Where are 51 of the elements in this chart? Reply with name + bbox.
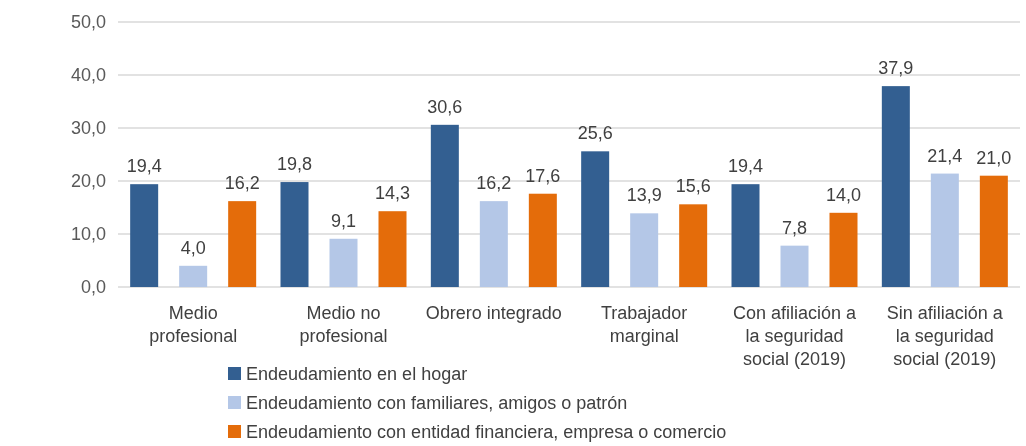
- data-label: 25,6: [577, 123, 613, 144]
- data-label: 37,9: [878, 58, 914, 79]
- data-label: 19,4: [126, 156, 162, 177]
- bar: [130, 184, 159, 287]
- x-tick-label: Sin afiliación a la seguridad social (2019): [886, 303, 1004, 369]
- bar: [280, 182, 309, 287]
- bar: [630, 213, 659, 287]
- bar: [528, 193, 557, 287]
- y-tick-label: 30,0: [70, 118, 106, 139]
- bar: [881, 86, 910, 287]
- legend-label: Endeudamiento con familiares, amigos o patrón: [246, 393, 628, 414]
- data-label: 9,1: [330, 210, 357, 231]
- bar: [228, 201, 257, 287]
- data-label: 21,0: [976, 147, 1012, 168]
- data-label: 15,6: [675, 176, 711, 197]
- bar: [979, 175, 1008, 287]
- data-label: 16,2: [476, 173, 512, 194]
- legend-label: Endeudamiento con entidad financiera, empresa o comercio: [246, 422, 727, 443]
- data-label: 19,8: [276, 154, 313, 175]
- data-label: 21,4: [927, 145, 963, 166]
- data-label: 19,4: [727, 156, 764, 177]
- data-label: 7,8: [781, 217, 808, 238]
- x-tick-label: Trabajador marginal: [600, 303, 688, 346]
- bar: [930, 173, 959, 287]
- y-tick-label: 20,0: [70, 171, 106, 192]
- data-label: 17,6: [525, 165, 561, 186]
- bar: [731, 184, 760, 287]
- bar: [329, 238, 358, 287]
- bar: [829, 212, 858, 287]
- y-tick-label: 40,0: [70, 65, 106, 86]
- data-label: 14,3: [374, 183, 411, 204]
- y-tick-label: 0,0: [80, 277, 106, 298]
- x-tick-label: Obrero integrado: [425, 303, 562, 323]
- x-tick-label: Medio profesional: [149, 303, 238, 346]
- data-label: 30,6: [427, 96, 463, 117]
- bar: [179, 265, 208, 287]
- x-tick-label: Con afiliación a la seguridad social (2019): [732, 303, 858, 369]
- bar: [581, 151, 610, 287]
- bar: [378, 211, 407, 287]
- y-tick-label: 10,0: [70, 224, 106, 245]
- y-tick-label: 50,0: [70, 12, 106, 33]
- data-label: 4,0: [180, 237, 206, 258]
- x-tick-label: Medio no profesional: [299, 303, 388, 346]
- data-label: 13,9: [626, 185, 662, 206]
- data-label: 16,2: [224, 173, 260, 194]
- bar: [780, 245, 809, 287]
- bar: [479, 201, 508, 287]
- bar: [430, 124, 459, 287]
- data-label: 14,0: [825, 184, 862, 205]
- bar: [679, 204, 708, 287]
- legend-label: Endeudamiento en el hogar: [246, 364, 468, 385]
